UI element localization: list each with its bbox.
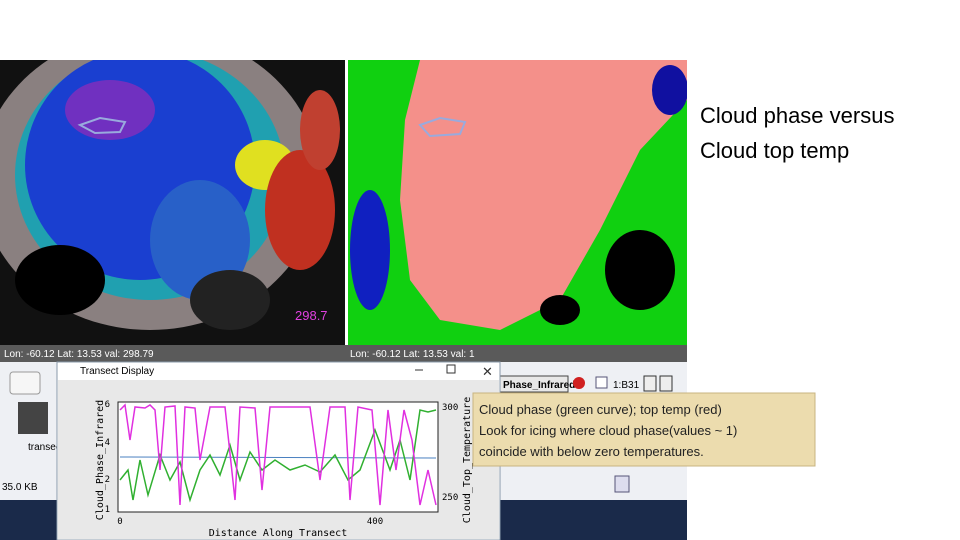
caption-box — [472, 392, 816, 467]
brightness-temperature-image — [0, 60, 345, 345]
y-tick-label: 1 — [105, 505, 110, 515]
caption-line: Cloud phase (green curve); top temp (red… — [479, 402, 722, 417]
x-tick-label: 0 — [117, 517, 122, 527]
remove-button[interactable] — [573, 377, 585, 389]
status-bar — [0, 345, 687, 362]
phase-curve — [119, 409, 437, 503]
y2-tick-label: 250 — [442, 493, 458, 503]
band-name: 1:B31 — [613, 380, 640, 391]
next-button[interactable] — [659, 375, 673, 392]
slide-title: Cloud top temp — [700, 138, 849, 163]
left-status: Lon: -60.12 Lat: 13.53 val: 298.79 — [4, 349, 154, 360]
window-title: Transect Display — [80, 366, 154, 377]
close-button[interactable]: ✕ — [482, 364, 493, 379]
caption-line: Look for icing where cloud phase(values … — [479, 423, 737, 438]
caption-line: coincide with below zero temperatures. — [479, 444, 704, 459]
x-tick-label: 400 — [367, 517, 383, 527]
prev-button[interactable] — [643, 375, 657, 392]
cloud-phase-image — [348, 60, 687, 345]
right-status: Lon: -60.12 Lat: 13.53 val: 1 — [350, 349, 475, 360]
slide-title: Cloud phase versus — [700, 103, 894, 128]
view-button[interactable] — [614, 475, 630, 493]
layer-name: Phase_Infrared — [503, 380, 575, 391]
maximize-button[interactable] — [446, 364, 456, 374]
y-tick-label: 6 — [105, 400, 110, 410]
y2-tick-label: 300 — [442, 403, 458, 413]
temperature-curve — [119, 403, 437, 506]
y2-axis-label: Cloud_Top_Temperature — [462, 397, 473, 523]
home-button[interactable] — [9, 371, 41, 395]
file-name: transec — [28, 442, 61, 453]
x-axis-label: Distance Along Transect — [209, 528, 347, 539]
y-axis-label: Cloud_Phase_Infrared — [95, 400, 106, 520]
file-thumbnail — [18, 402, 48, 434]
taskbar — [500, 500, 687, 540]
y-tick-label: 2 — [105, 475, 110, 485]
y-tick-label: 4 — [105, 438, 110, 448]
overlay-value: 298.7 — [295, 308, 328, 323]
file-size: 35.0 KB — [2, 482, 38, 493]
checkbox[interactable] — [595, 376, 608, 389]
taskbar — [0, 500, 57, 540]
